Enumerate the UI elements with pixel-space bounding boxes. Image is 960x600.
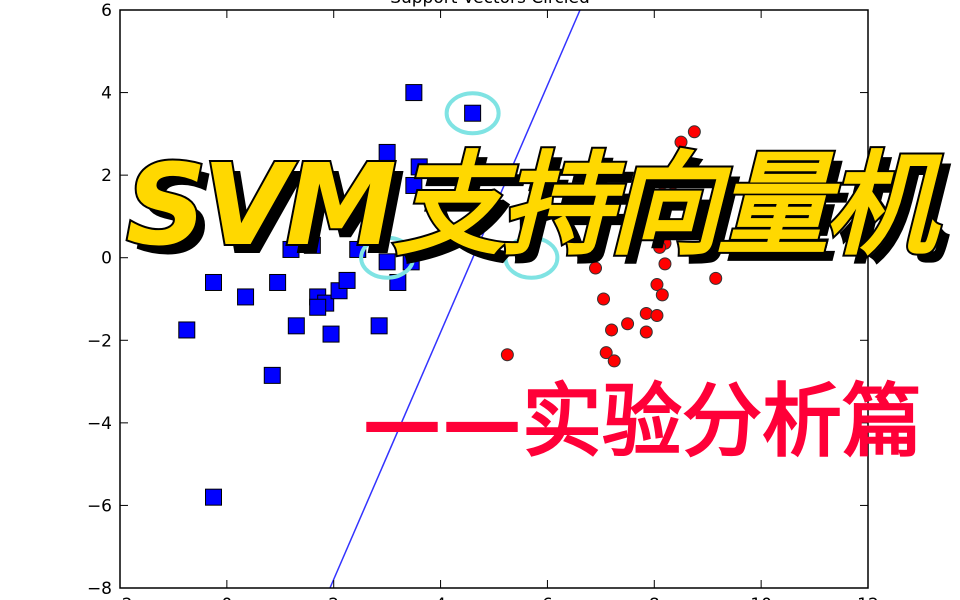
data-point-circle [671, 191, 685, 205]
y-tick-label: −2 [87, 331, 112, 351]
x-tick-label: 10 [750, 595, 772, 600]
chart-title: Support Vectors Circled [390, 0, 590, 8]
data-point-square [205, 488, 222, 506]
data-point-square [282, 240, 300, 258]
data-point-square [178, 321, 196, 339]
data-point-square [405, 176, 423, 194]
y-tick-label: −4 [87, 414, 112, 434]
data-point-square [309, 298, 327, 316]
data-point-square [322, 325, 340, 343]
data-point-circle [701, 238, 715, 252]
x-tick-label: 0 [221, 595, 232, 600]
data-point-square [338, 271, 356, 289]
decision-boundary-line [329, 9, 581, 589]
data-point-circle [658, 257, 672, 271]
data-point-square [378, 253, 396, 271]
data-point-circle [650, 278, 664, 292]
y-tick-label: 0 [101, 249, 112, 269]
data-point-circle [500, 348, 514, 362]
y-tick-label: 4 [101, 84, 112, 104]
data-point-circle [655, 187, 669, 201]
x-tick-label: −2 [107, 595, 132, 600]
data-point-circle [653, 240, 667, 254]
headline-overlay: SVM支持向量机 [124, 141, 939, 271]
data-point-circle [674, 135, 688, 149]
data-point-square [378, 143, 396, 161]
y-tick-label: −6 [87, 496, 112, 516]
data-point-square [370, 317, 388, 335]
y-tick-label: 2 [101, 166, 112, 186]
data-point-circle [687, 125, 701, 139]
data-point-circle [599, 346, 613, 360]
data-point-square [237, 288, 255, 306]
data-point-square [287, 317, 305, 335]
data-point-square [269, 273, 287, 291]
y-tick-label: −8 [87, 579, 112, 599]
data-point-circle [597, 292, 611, 306]
data-point-square [303, 236, 321, 254]
data-point-circle [709, 271, 723, 285]
data-point-square [410, 158, 428, 176]
data-point-circle [650, 309, 664, 323]
data-point-circle [607, 354, 621, 368]
plot-frame [119, 9, 869, 589]
data-point-circle [709, 168, 723, 182]
data-point-circle [639, 306, 653, 320]
support-vector-circle [503, 235, 560, 280]
x-tick-label: 4 [435, 595, 446, 600]
data-point-circle [655, 288, 669, 302]
support-vector-circle [359, 235, 416, 280]
x-tick-label: 6 [542, 595, 553, 600]
x-tick-label: 8 [649, 595, 660, 600]
subtitle-overlay: ——实验分析篇 [362, 375, 922, 468]
data-point-circle [621, 317, 635, 331]
data-point-square [405, 84, 423, 102]
data-point-square [263, 366, 281, 384]
data-point-circle [677, 166, 691, 180]
data-point-circle [605, 323, 619, 337]
data-point-circle [589, 261, 603, 275]
data-point-square [464, 104, 482, 122]
support-vector-circle [444, 91, 501, 136]
data-point-circle [639, 325, 653, 339]
y-tick-label: 6 [101, 1, 112, 21]
x-tick-label: 12 [857, 595, 879, 600]
data-point-square [205, 273, 222, 291]
x-tick-label: 2 [328, 595, 339, 600]
